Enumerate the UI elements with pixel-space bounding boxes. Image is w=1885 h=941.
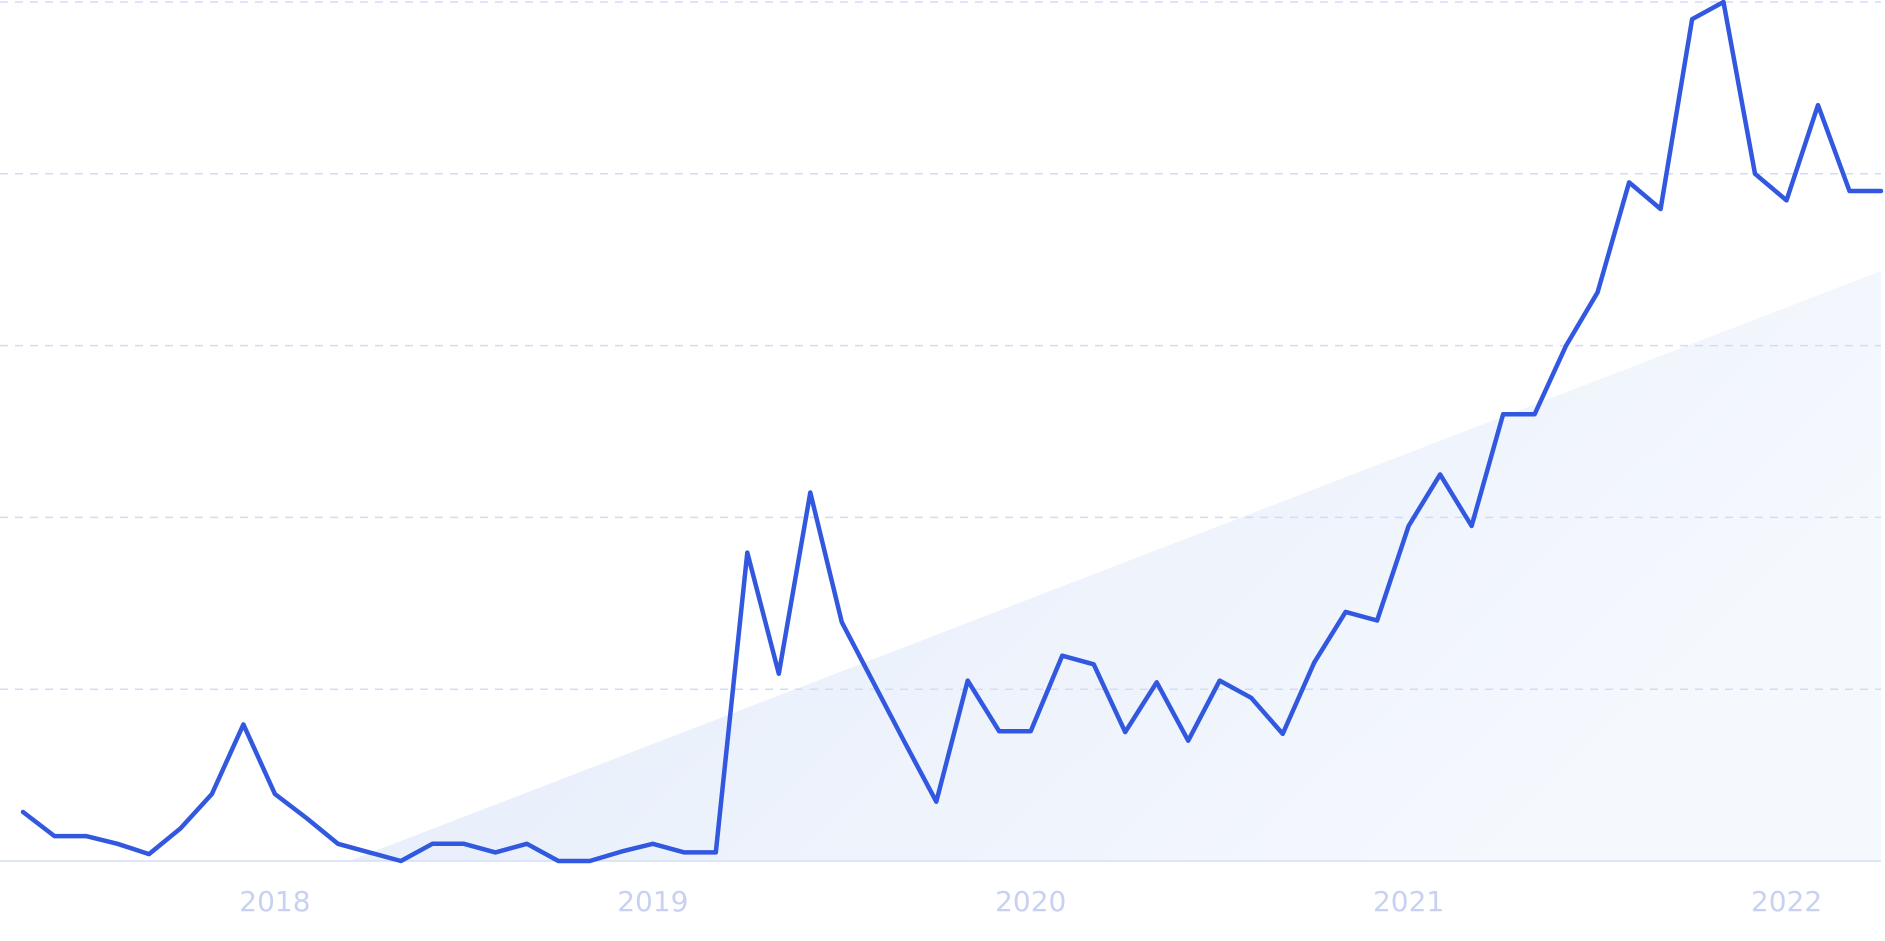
trend-area — [349, 271, 1881, 861]
x-tick-label: 2019 — [617, 885, 688, 918]
x-tick-label: 2020 — [995, 885, 1066, 918]
series-line — [20, 0, 1884, 864]
x-tick-label: 2022 — [1751, 885, 1822, 918]
x-tick-label: 2018 — [239, 885, 310, 918]
x-tick-label: 2021 — [1373, 885, 1444, 918]
